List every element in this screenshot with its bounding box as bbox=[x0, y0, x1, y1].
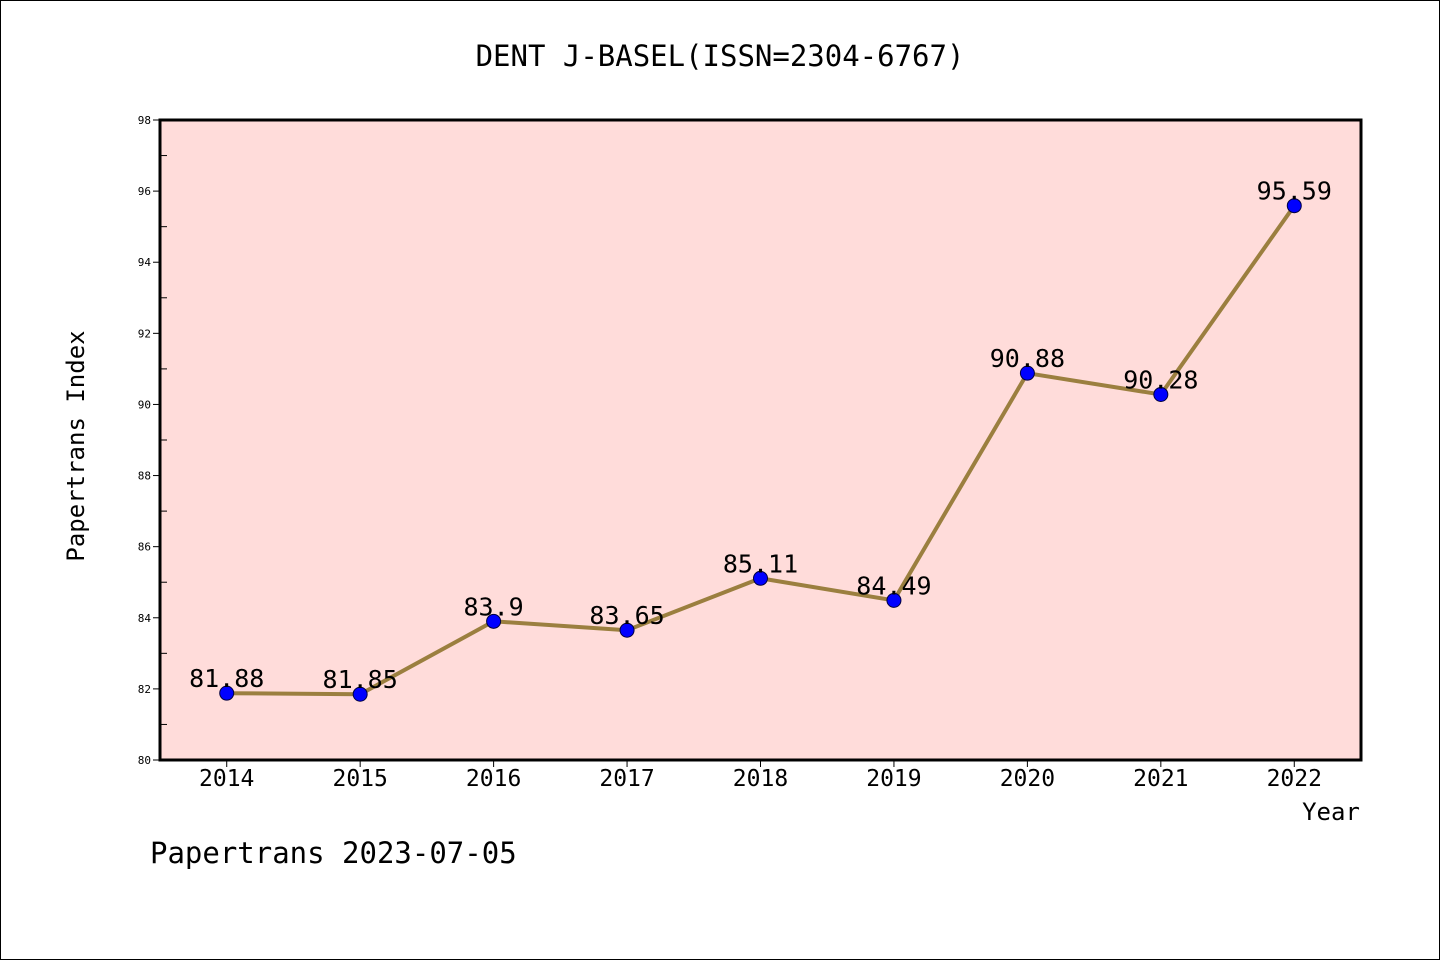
y-tick-label: 88 bbox=[138, 470, 151, 483]
y-tick-label: 98 bbox=[138, 114, 151, 127]
plot-frame bbox=[158, 118, 1363, 762]
data-label: 83.9 bbox=[464, 592, 524, 621]
data-point bbox=[486, 613, 502, 629]
y-tick-label: 92 bbox=[138, 327, 151, 340]
data-label: 90.28 bbox=[1123, 365, 1198, 394]
x-tick-label: 2015 bbox=[332, 766, 387, 792]
data-point bbox=[753, 570, 768, 586]
y-tick-label: 84 bbox=[138, 612, 152, 625]
data-point bbox=[1153, 386, 1169, 402]
x-tick-label: 2016 bbox=[466, 766, 521, 792]
chart-marks: 80 82 84 86 88 90 92 94 96 98 2014 2015 2016 2017 2018… bbox=[138, 114, 1332, 792]
data-label: 83.65 bbox=[589, 601, 664, 630]
y-axis-label: Papertrans Index bbox=[62, 330, 90, 561]
y-tick-label: 94 bbox=[138, 256, 152, 269]
data-point bbox=[219, 685, 235, 701]
y-tick-label: 86 bbox=[138, 541, 151, 554]
x-tick-label: 2021 bbox=[1133, 766, 1188, 792]
y-tick-label: 82 bbox=[138, 683, 151, 696]
y-tick-label: 80 bbox=[138, 754, 151, 767]
data-label: 85.11 bbox=[723, 549, 798, 578]
plot-area bbox=[160, 120, 1361, 760]
x-tick-label: 2014 bbox=[199, 766, 254, 792]
x-axis-label: Year bbox=[1302, 798, 1360, 826]
x-tick-label: 2018 bbox=[733, 766, 788, 792]
data-point bbox=[352, 686, 368, 702]
y-tick-label: 90 bbox=[138, 398, 151, 411]
x-tick-label: 2019 bbox=[866, 766, 921, 792]
chart-title: DENT J-BASEL(ISSN=2304-6767) bbox=[476, 39, 965, 73]
y-tick-label: 96 bbox=[138, 185, 151, 198]
data-label: 81.85 bbox=[323, 665, 398, 694]
data-point bbox=[1286, 198, 1302, 214]
x-tick-label: 2022 bbox=[1267, 766, 1322, 792]
data-point bbox=[886, 592, 902, 608]
data-label: 84.49 bbox=[856, 571, 931, 600]
data-label: 90.88 bbox=[990, 344, 1065, 373]
data-point bbox=[619, 622, 635, 638]
data-label: 81.88 bbox=[189, 664, 264, 693]
data-label: 95.59 bbox=[1257, 177, 1332, 206]
x-tick-label: 2017 bbox=[599, 766, 654, 792]
data-point bbox=[1019, 365, 1035, 381]
footer-text: Papertrans 2023-07-05 bbox=[150, 836, 517, 870]
x-tick-label: 2020 bbox=[1000, 766, 1055, 792]
